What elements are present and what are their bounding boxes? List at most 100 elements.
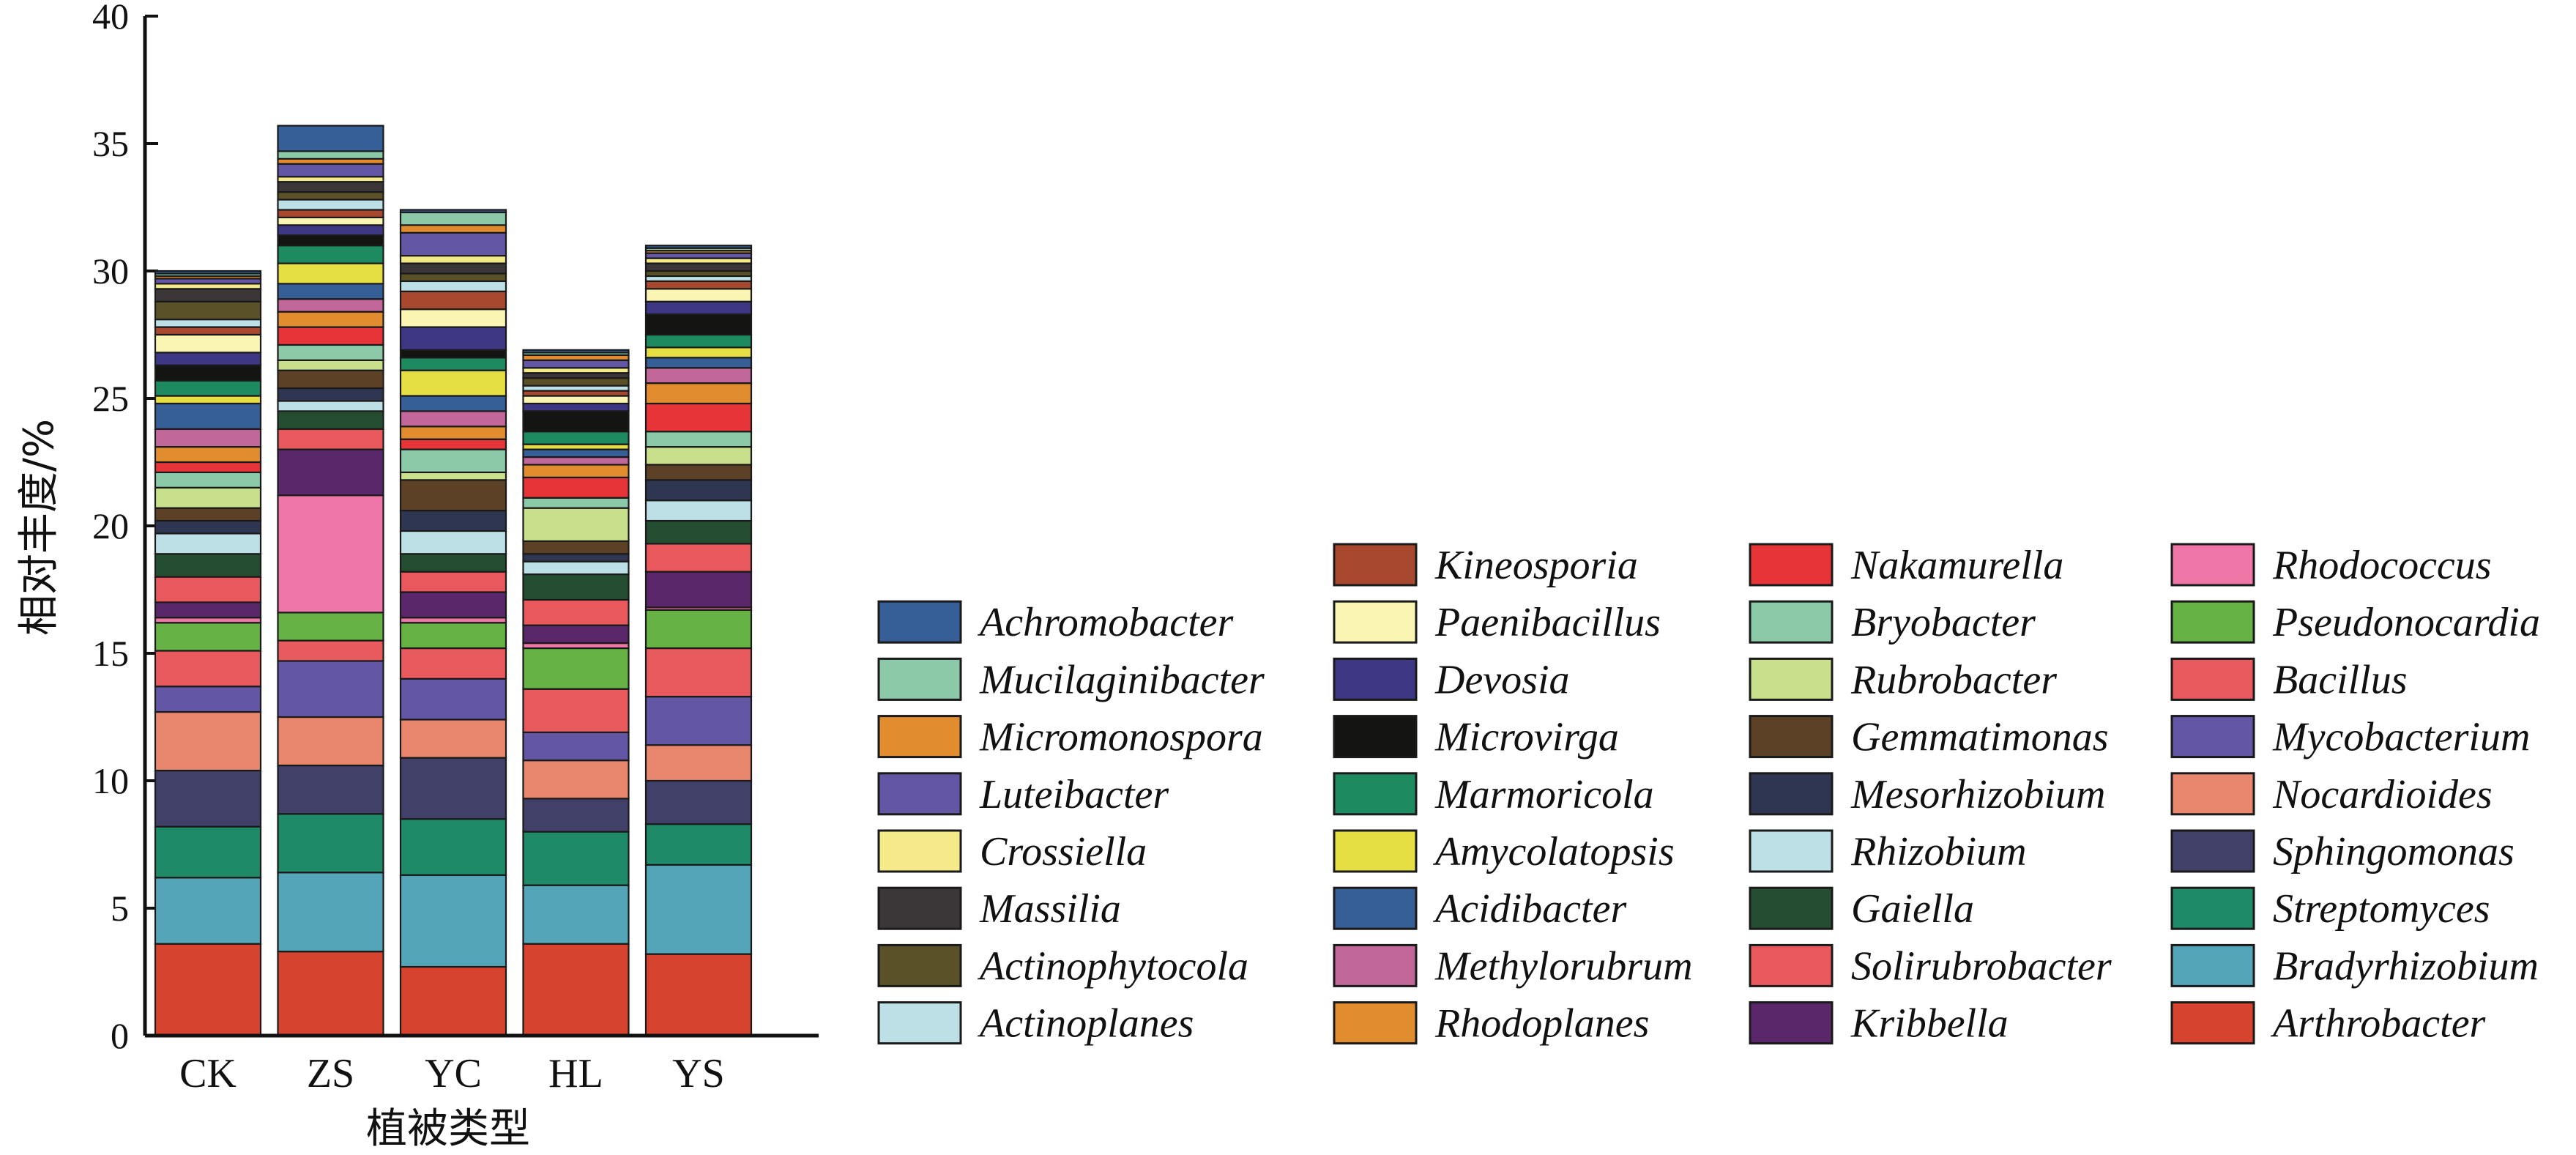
x-tick-label-ck: CK: [179, 1051, 237, 1096]
bar-segment-amycolatopsis: [277, 262, 384, 285]
bar-segment-solirubrobacter: [522, 598, 630, 626]
bar-segment-nocardioides: [154, 710, 262, 772]
bar-segment-massilia: [399, 262, 507, 275]
bar-segment-marmoricola: [154, 379, 262, 397]
bar-segment-microvirga: [154, 364, 262, 382]
bar-segment-acidibacter: [644, 357, 753, 369]
x-tick-label-hl: HL: [548, 1051, 603, 1096]
legend-item-acidibacter: Acidibacter: [1333, 886, 1626, 932]
bar-segment-luteibacter: [522, 359, 630, 369]
legend-item-solirubrobacter: Solirubrobacter: [1749, 943, 2112, 989]
bar-segment-massilia: [644, 262, 753, 272]
bar-segment-actinophytocola: [399, 272, 507, 283]
legend-swatch: [2170, 943, 2255, 987]
bar-segment-acidibacter: [154, 402, 262, 430]
legend-label: Sphingomonas: [2273, 829, 2514, 874]
bar-segment-actinophytocola: [277, 191, 384, 201]
bar-segment-arthrobacter: [399, 965, 507, 1037]
bar-segment-rubrobacter: [277, 359, 384, 371]
legend-item-pseudonocardia: Pseudonocardia: [2170, 600, 2540, 645]
bar-segment-kribbella: [277, 448, 384, 497]
bar-segment-bradyrhizobium: [277, 872, 384, 953]
legend-swatch: [2170, 886, 2255, 930]
bar-segment-mucilaginibacter: [277, 150, 384, 160]
bar-segment-actinoplanes: [399, 280, 507, 292]
bar-segment-rhodoplanes: [277, 311, 384, 328]
x-tick-label-ys: YS: [672, 1051, 725, 1096]
legend-swatch: [1333, 886, 1418, 930]
bar-segment-sphingomonas: [399, 757, 507, 820]
legend-swatch: [2170, 543, 2255, 587]
bar-segment-bryobacter: [154, 471, 262, 489]
bar-segment-rubrobacter: [644, 446, 753, 466]
bar-segment-kineosporia: [399, 290, 507, 311]
bar-segment-pseudonocardia: [154, 622, 262, 652]
legend-item-paenibacillus: Paenibacillus: [1333, 600, 1661, 645]
legend-item-mucilaginibacter: Mucilaginibacter: [877, 657, 1265, 702]
bar-segment-actinoplanes: [277, 198, 384, 211]
bar-segment-microvirga: [644, 313, 753, 336]
bar-segment-streptomyces: [154, 825, 262, 879]
legend-swatch: [877, 600, 962, 644]
legend-label: Mucilaginibacter: [979, 657, 1265, 702]
bar-segment-microvirga: [522, 410, 630, 433]
bar-segment-marmoricola: [522, 431, 630, 445]
legend-label: Kribbella: [1850, 1001, 2009, 1047]
legend-swatch: [877, 943, 962, 987]
bar-segment-microvirga: [399, 349, 507, 359]
bar-segment-mycobacterium: [522, 731, 630, 762]
bar-segment-pseudonocardia: [644, 609, 753, 650]
bar-segment-methylorubrum: [399, 410, 507, 428]
bar-segment-bryobacter: [644, 431, 753, 448]
bar-segment-nakamurella: [154, 461, 262, 474]
bar-segment-paenibacillus: [399, 308, 507, 328]
legend-item-kineosporia: Kineosporia: [1333, 543, 1638, 588]
legend-item-nocardioides: Nocardioides: [2170, 772, 2493, 817]
bar-segment-rhizobium: [277, 400, 384, 412]
bar-segment-kribbella: [644, 571, 753, 609]
bar-segment-rubrobacter: [399, 471, 507, 481]
bar-segment-marmoricola: [644, 333, 753, 349]
bar-segment-mesorhizobium: [154, 519, 262, 535]
legend-item-mycobacterium: Mycobacterium: [2170, 715, 2530, 760]
bar-stacks: [154, 125, 753, 1037]
legend-swatch: [1749, 886, 1834, 930]
legend-swatch: [877, 772, 962, 816]
bar-segment-kribbella: [154, 601, 262, 619]
legend-swatch: [877, 715, 962, 759]
bar-segment-methylorubrum: [277, 298, 384, 313]
bar-segment-achromobacter: [277, 125, 384, 152]
legend-swatch: [877, 886, 962, 930]
y-tick-label: 35: [92, 123, 129, 164]
bar-segment-gemmatimonas: [399, 479, 507, 512]
bar-segment-actinoplanes: [154, 319, 262, 328]
bar-segment-kineosporia: [154, 326, 262, 336]
legend-item-actinophytocola: Actinophytocola: [877, 943, 1248, 989]
legend-label: Solirubrobacter: [1851, 943, 2112, 989]
legend-swatch: [2170, 772, 2255, 816]
bar-segment-solirubrobacter: [277, 428, 384, 450]
bar-segment-gaiella: [277, 410, 384, 430]
bar-segment-actinophytocola: [522, 377, 630, 387]
bar-segment-methylorubrum: [522, 456, 630, 466]
y-tick-label: 25: [92, 378, 129, 419]
legend-label: Arthrobacter: [2270, 1001, 2486, 1047]
y-tick-label: 20: [92, 505, 129, 546]
legend-item-streptomyces: Streptomyces: [2170, 886, 2490, 932]
legend-swatch: [1333, 772, 1418, 816]
bar-segment-streptomyces: [277, 813, 384, 874]
legend-label: Kineosporia: [1434, 543, 1638, 588]
bar-segment-devosia: [522, 402, 630, 412]
bar-segment-arthrobacter: [522, 943, 630, 1037]
bar-segment-gemmatimonas: [277, 369, 384, 390]
bar-segment-arthrobacter: [644, 953, 753, 1037]
bar-segment-paenibacillus: [644, 288, 753, 302]
bar-segment-kribbella: [399, 591, 507, 619]
legend-swatch: [1749, 943, 1834, 987]
y-tick-label: 5: [111, 888, 129, 929]
bar-segment-nocardioides: [644, 744, 753, 782]
legend-item-rhodococcus: Rhodococcus: [2170, 543, 2492, 588]
bar-segment-bacillus: [399, 647, 507, 680]
bar-segment-devosia: [644, 300, 753, 316]
bar-segment-marmoricola: [277, 245, 384, 264]
